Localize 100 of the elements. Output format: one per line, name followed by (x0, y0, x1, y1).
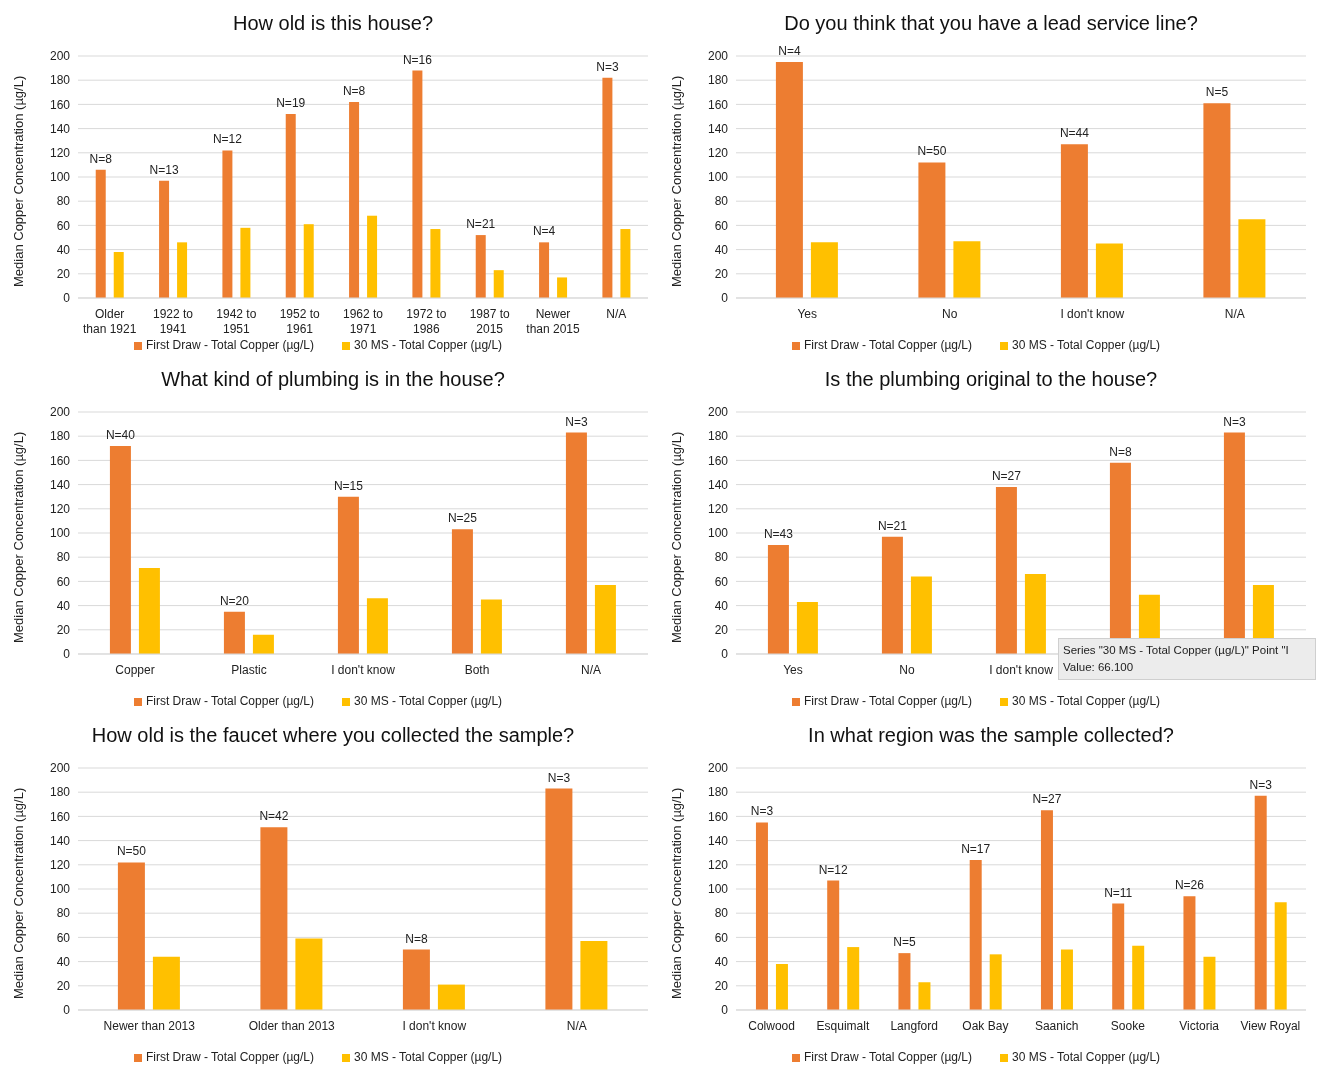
bar (602, 77, 613, 298)
bar (109, 445, 131, 654)
bar (989, 954, 1002, 1010)
x-tick-label: Both (464, 663, 490, 677)
x-tick-label: Older than 2013 (248, 1019, 336, 1033)
y-tick-label: 20 (714, 979, 729, 994)
chart-title: How old is this house? (231, 11, 435, 36)
y-tick-label: 160 (707, 453, 729, 468)
bar (475, 235, 486, 298)
y-tick-label: 0 (63, 647, 71, 662)
y-tick-label: 140 (707, 833, 729, 848)
bar (881, 536, 903, 654)
bar (95, 169, 106, 298)
annotation: N=3 (1249, 777, 1273, 792)
y-tick-label: 160 (707, 809, 729, 824)
bar (240, 227, 251, 298)
x-tick-label: No (942, 307, 958, 321)
x-tick-label: N/A (566, 1019, 587, 1033)
annotation: N=3 (547, 770, 571, 785)
y-tick-label: 180 (49, 73, 71, 88)
bar (545, 788, 573, 1010)
y-tick-label: 80 (56, 906, 71, 921)
annotation: N=13 (149, 162, 179, 177)
bar (337, 496, 359, 654)
y-tick-label: 40 (714, 954, 729, 969)
y-tick-label: 100 (707, 170, 729, 185)
x-tick-label: 1972 to 1986 (406, 307, 447, 336)
chart-title: What kind of plumbing is in the house? (160, 367, 506, 392)
x-tick-label: Saanich (1034, 1019, 1079, 1033)
bar (918, 162, 946, 298)
legend-label: First Draw - Total Copper (µg/L) (145, 694, 314, 708)
bar (222, 150, 233, 298)
y-tick-label: 100 (49, 170, 71, 185)
y-tick-label: 180 (49, 429, 71, 444)
x-tick-label: 1942 to 1951 (216, 307, 257, 336)
legend-label: 30 MS - Total Copper (µg/L) (353, 1050, 503, 1064)
y-tick-label: 40 (56, 242, 71, 257)
y-tick-label: 160 (49, 453, 71, 468)
y-tick-label: 120 (707, 858, 729, 873)
y-axis-title: Median Copper Concentration (µg/L) (668, 75, 684, 287)
y-tick-label: 20 (56, 623, 71, 638)
y-tick-label: 200 (707, 49, 729, 64)
x-tick-label: Oak Bay (962, 1019, 1009, 1033)
bar (1238, 219, 1266, 298)
y-tick-label: 200 (707, 761, 729, 776)
annotation: N=25 (447, 511, 478, 526)
y-tick-label: 160 (49, 97, 71, 112)
bar (775, 62, 803, 298)
x-tick-label: I don't know (1060, 307, 1125, 321)
bar (847, 947, 860, 1010)
y-axis-title: Median Copper Concentration (µg/L) (10, 787, 26, 999)
bar (580, 941, 608, 1010)
bar (493, 270, 504, 298)
x-tick-label: 1952 to 1961 (279, 307, 321, 336)
bar (953, 241, 981, 298)
annotation: N=8 (405, 931, 428, 946)
y-tick-label: 200 (707, 405, 729, 420)
x-tick-label: 1987 to 2015 (469, 307, 511, 336)
bar (295, 938, 323, 1010)
y-tick-label: 100 (707, 882, 729, 897)
y-tick-label: 160 (707, 97, 729, 112)
x-tick-label: Yes (783, 663, 803, 677)
y-tick-label: 0 (721, 291, 729, 306)
y-tick-label: 140 (49, 477, 71, 492)
y-tick-label: 80 (56, 194, 71, 209)
annotation: N=12 (212, 132, 243, 147)
bar (159, 180, 170, 298)
y-axis-title: Median Copper Concentration (µg/L) (10, 75, 26, 287)
y-tick-label: 120 (707, 146, 729, 161)
annotation: N=12 (818, 862, 849, 877)
bar (117, 862, 145, 1010)
bar (223, 611, 245, 654)
bar (1024, 574, 1046, 654)
y-tick-label: 60 (56, 574, 71, 589)
bar (285, 114, 296, 298)
chart-title: Do you think that you have a lead service line? (783, 11, 1199, 36)
y-tick-label: 60 (56, 218, 71, 233)
y-axis-title: Median Copper Concentration (µg/L) (10, 431, 26, 643)
annotation: N=4 (778, 44, 801, 59)
annotation: N=21 (466, 217, 496, 232)
x-tick-label: Victoria (1179, 1019, 1220, 1033)
annotation: N=40 (105, 427, 136, 442)
y-tick-label: 180 (49, 785, 71, 800)
bar (1095, 243, 1123, 298)
bar (1060, 949, 1073, 1010)
y-tick-label: 140 (49, 121, 71, 136)
y-tick-label: 120 (49, 502, 71, 517)
annotation: N=5 (1205, 85, 1229, 100)
y-tick-label: 20 (714, 623, 729, 638)
x-tick-label: Newer than 2013 (103, 1019, 196, 1033)
bar (437, 984, 465, 1010)
x-tick-label: Copper (115, 663, 155, 677)
y-tick-label: 80 (714, 906, 729, 921)
y-tick-label: 160 (49, 809, 71, 824)
y-tick-label: 60 (714, 574, 729, 589)
annotation: N=5 (893, 935, 916, 950)
annotation: N=3 (596, 59, 619, 74)
x-tick-label: View Royal (1240, 1019, 1301, 1033)
y-axis-title: Median Copper Concentration (µg/L) (668, 787, 684, 999)
annotation: N=3 (1223, 414, 1246, 429)
